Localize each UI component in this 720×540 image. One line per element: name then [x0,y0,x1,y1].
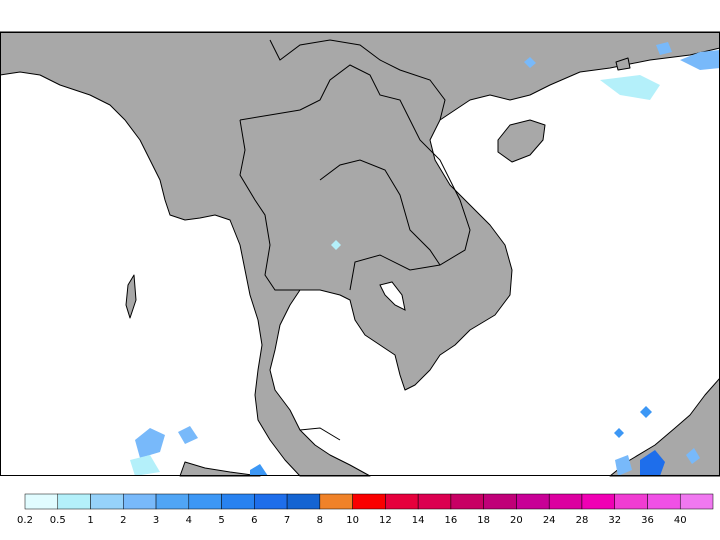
colorbar-label: 40 [674,515,687,526]
colorbar-label: 12 [379,515,392,526]
precip-area [331,240,341,250]
island [125,274,137,319]
color-swatch [188,493,222,510]
colorbar-label: 1 [87,515,93,526]
color-swatch [417,493,452,510]
border [239,119,300,291]
color-swatch [450,493,484,510]
color-swatch [614,493,648,510]
color-swatch [155,493,190,510]
precip-area [615,455,632,476]
precip-area [686,448,700,464]
colorbar-label: 3 [153,515,159,526]
precip-area [600,75,660,100]
color-swatch [24,493,59,510]
color-swatch [123,493,157,510]
border [319,159,441,266]
color-swatch [679,493,714,510]
border [269,39,446,121]
colorbar-label: 16 [445,515,458,526]
color-swatch [254,493,288,510]
colorbar-label: 2 [120,515,126,526]
island [615,57,631,71]
colorbar-label: 4 [186,515,192,526]
precip-area [640,450,665,476]
border [299,427,341,441]
color-swatch [319,493,353,510]
colorbar-label: 32 [608,515,621,526]
colorbar: 0.2 0.5 1 2 3 4 5 6 7 8 10 12 14 16 18 20 24 28 32 36 40 [17,493,714,526]
island [497,119,546,163]
color-swatch [90,493,124,510]
precip-area [178,426,198,444]
color-swatch [352,493,386,510]
precip-area [680,50,720,70]
precip-area [640,406,652,418]
colorbar-label: 24 [543,515,556,526]
colorbar-label: 20 [510,515,523,526]
colorbar-label: 5 [218,515,224,526]
precip-area [130,455,160,476]
precip-area [614,428,624,438]
color-swatch [221,493,255,510]
lake [379,281,406,311]
precip-area [524,57,536,68]
colorbar-label: 36 [641,515,654,526]
color-swatch [286,493,321,510]
precip-area [250,464,268,476]
colorbar-label: 0.2 [17,515,33,526]
colorbar-label: 10 [346,515,359,526]
color-swatch [483,493,517,510]
land [0,31,720,477]
colorbar-label: 0.5 [50,515,66,526]
colorbar-label: 8 [317,515,323,526]
colorbar-label: 28 [576,515,589,526]
border [239,64,471,291]
colorbar-label: 6 [251,515,257,526]
color-swatch [385,493,419,510]
color-swatch [647,493,681,510]
color-swatch [57,493,91,510]
color-swatch [548,493,583,510]
precip-area [656,42,672,55]
color-swatch [581,493,615,510]
map [0,31,720,477]
precip-area [135,428,165,458]
colorbar-label: 14 [412,515,425,526]
colorbar-label: 7 [284,515,290,526]
color-swatch [516,493,550,510]
colorbar-label: 18 [477,515,490,526]
